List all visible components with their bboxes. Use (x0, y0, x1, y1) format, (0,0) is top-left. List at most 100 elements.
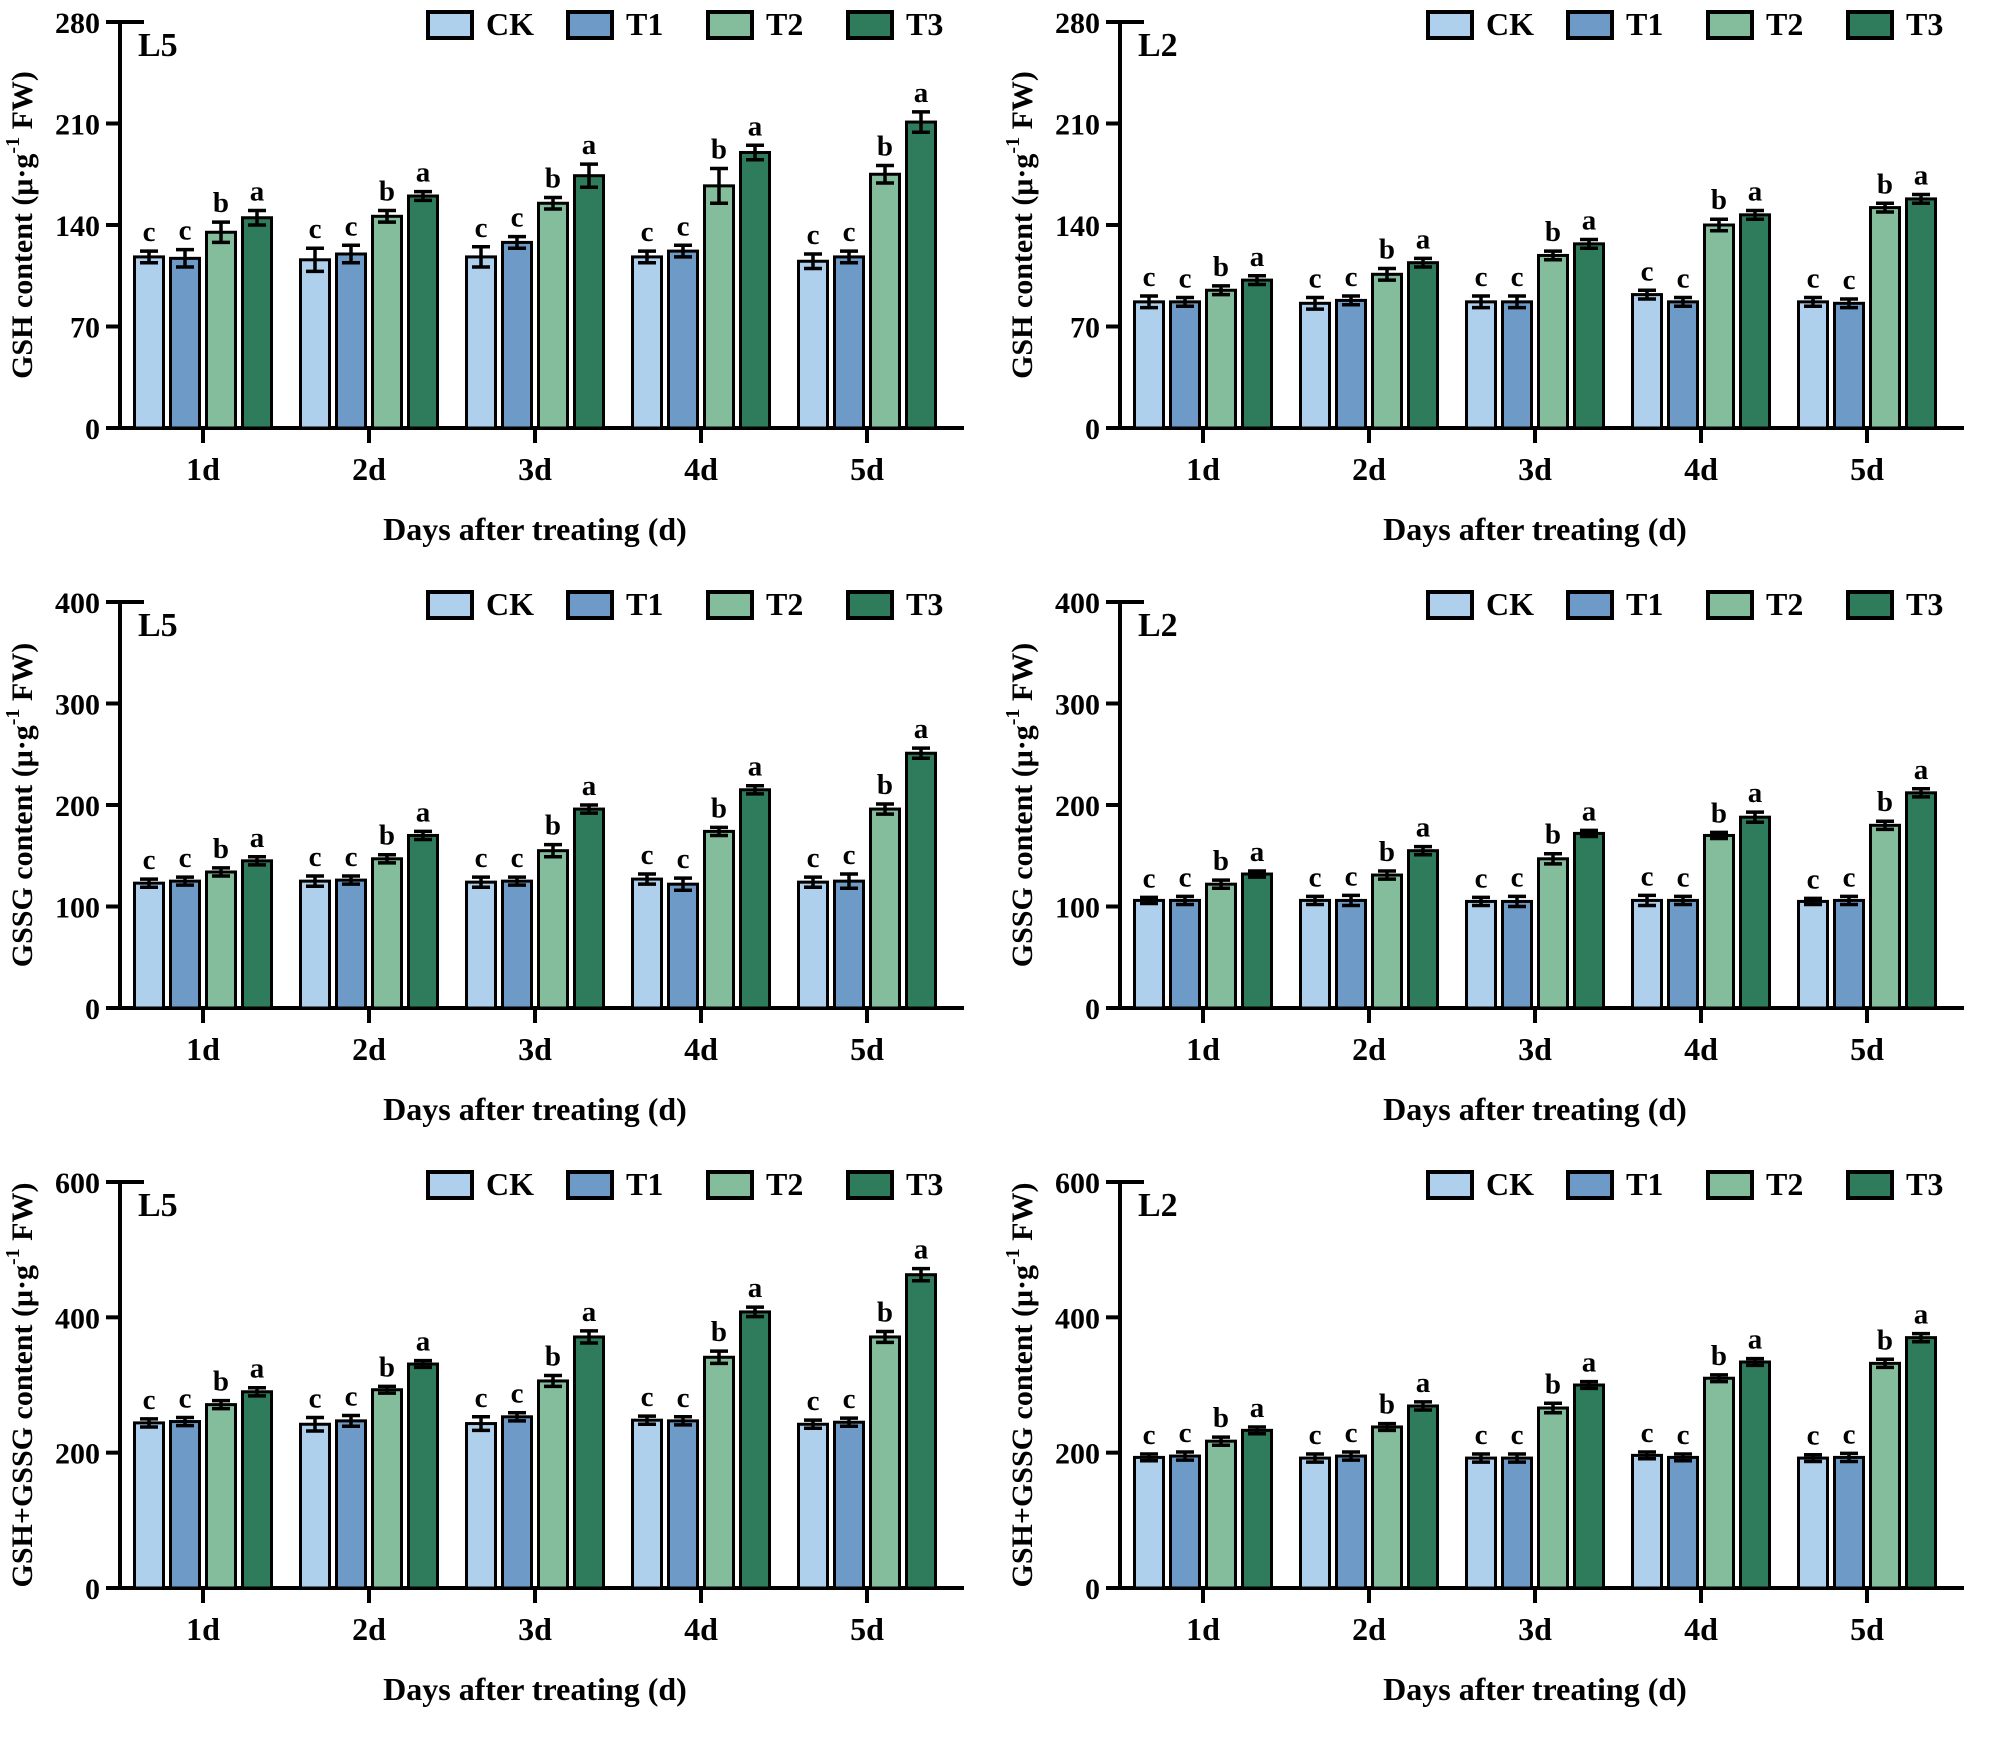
legend-label-CK: CK (486, 1166, 534, 1202)
y-tick-label: 70 (70, 312, 100, 345)
panel-gsh-l2: 0 70 140 210 280 GSH content (μ·g-1 FW) L2 CK T1… (1000, 0, 1989, 580)
bar-T3-2d (407, 833, 439, 1010)
bar-T3-2d (1407, 261, 1439, 430)
y-tick-label: 0 (1085, 1573, 1100, 1606)
panel-gsh-l5: 0 70 140 210 280 GSH content (μ·g-1 FW) L5 CK T1… (0, 0, 989, 580)
sig-letter: a (1748, 1324, 1763, 1356)
bar-T2-3d (537, 849, 569, 1010)
x-tick-label: 1d (1186, 451, 1220, 487)
bar-T2-2d (1371, 272, 1403, 430)
bar-T1-5d (1833, 301, 1865, 430)
bar-CK-4d (1631, 1453, 1663, 1590)
sig-letter: c (1843, 1418, 1856, 1450)
panel-total-l2: 0 200 400 600 GSH+GSSG content (μ·g-1 FW) L2 C… (1000, 1160, 1989, 1740)
bar-T3-5d (905, 751, 937, 1010)
bar-CK-1d (133, 255, 165, 430)
sig-letter: c (143, 1384, 156, 1416)
sig-letter: c (309, 1382, 322, 1414)
y-tick-label: 100 (55, 892, 100, 925)
x-tick-label: 4d (684, 1031, 718, 1067)
bar-T1-2d (1335, 298, 1367, 430)
sig-letter: a (1416, 223, 1431, 255)
legend-swatch-CK (1426, 1170, 1474, 1200)
bar-T2-1d (1205, 882, 1237, 1010)
bar-T2-2d (1371, 1425, 1403, 1590)
sig-letter: c (1179, 861, 1192, 893)
bar-T2-4d (1703, 223, 1735, 430)
chart-gssg-l2: 0 100 200 300 400 GSSG content (μ·g-1 FW) L2 CK… (1002, 586, 1964, 1127)
bar-T1-3d (501, 240, 533, 430)
legend-swatch-T1 (566, 10, 614, 40)
x-tick-label: 4d (1684, 451, 1718, 487)
legend-label-T3: T3 (906, 586, 943, 622)
y-tick-label: 600 (1055, 1167, 1100, 1200)
bar-T2-1d (205, 870, 237, 1010)
sig-letter: c (511, 842, 524, 874)
legend-swatch-T2 (1706, 10, 1754, 40)
bar-T2-5d (869, 172, 901, 430)
legend-swatch-T3 (1846, 10, 1894, 40)
x-axis-title: Days after treating (d) (1383, 511, 1687, 547)
bar-T2-4d (703, 1355, 735, 1590)
sig-letter: c (1143, 1419, 1156, 1451)
sig-letter: a (1416, 812, 1431, 844)
bar-T1-4d (1667, 898, 1699, 1010)
sig-letter: c (1179, 1417, 1192, 1449)
sig-letter: c (807, 1385, 820, 1417)
sig-letter: a (1250, 1392, 1265, 1424)
bar-T2-3d (537, 1379, 569, 1590)
bar-T1-1d (1169, 1454, 1201, 1590)
sig-letter: c (1345, 860, 1358, 892)
sig-letter: a (1914, 160, 1929, 192)
bar-T2-3d (1537, 1406, 1569, 1590)
sig-letter: b (877, 131, 893, 163)
sig-letter: c (1309, 1419, 1322, 1451)
panel-gssg-l2: 0 100 200 300 400 GSSG content (μ·g-1 FW) L2 CK… (1000, 580, 1989, 1160)
bar-T2-2d (1371, 873, 1403, 1010)
bar-T3-3d (1573, 242, 1605, 430)
sig-letter: b (1711, 797, 1727, 829)
chart-gssg-l5: 0 100 200 300 400 GSSG content (μ·g-1 FW) L5 CK… (2, 586, 964, 1127)
panel-label: L5 (138, 1187, 178, 1224)
sig-letter: b (545, 810, 561, 842)
legend-label-CK: CK (1486, 1166, 1534, 1202)
bar-CK-3d (1465, 899, 1497, 1010)
sig-letter: b (213, 1366, 229, 1398)
x-tick-label: 3d (518, 451, 552, 487)
bar-T3-5d (905, 120, 937, 430)
sig-letter: b (1379, 1389, 1395, 1421)
bar-T1-3d (501, 879, 533, 1010)
sig-letter: a (582, 770, 597, 802)
x-tick-label: 5d (850, 451, 884, 487)
bar-CK-4d (1631, 898, 1663, 1010)
sig-letter: c (345, 841, 358, 873)
x-axis-title: Days after treating (d) (1383, 1671, 1687, 1707)
bar-T1-4d (667, 1419, 699, 1590)
bar-T2-2d (371, 857, 403, 1010)
sig-letter: c (1511, 861, 1524, 893)
x-tick-label: 5d (850, 1031, 884, 1067)
sig-letter: b (1379, 836, 1395, 868)
y-tick-label: 400 (55, 587, 100, 620)
sig-letter: a (1582, 795, 1597, 827)
sig-letter: c (143, 844, 156, 876)
sig-letter: c (309, 841, 322, 873)
sig-letter: c (1345, 1417, 1358, 1449)
legend-swatch-CK (426, 590, 474, 620)
bar-T1-1d (1169, 898, 1201, 1010)
bar-T1-5d (833, 879, 865, 1010)
bar-T1-5d (833, 255, 865, 430)
bar-CK-4d (631, 255, 663, 430)
panel-total-l5: 0 200 400 600 GSH+GSSG content (μ·g-1 FW) L5 C… (0, 1160, 989, 1740)
sig-letter: c (1641, 860, 1654, 892)
sig-letter: b (877, 769, 893, 801)
legend-label-T1: T1 (1626, 1166, 1663, 1202)
bar-T3-2d (407, 1362, 439, 1590)
sig-letter: a (416, 157, 431, 189)
sig-letter: b (379, 820, 395, 852)
legend-swatch-T3 (1846, 1170, 1894, 1200)
legend-swatch-T2 (706, 590, 754, 620)
bar-T1-3d (1501, 300, 1533, 430)
x-tick-label: 4d (1684, 1031, 1718, 1067)
y-tick-label: 200 (1055, 1438, 1100, 1471)
